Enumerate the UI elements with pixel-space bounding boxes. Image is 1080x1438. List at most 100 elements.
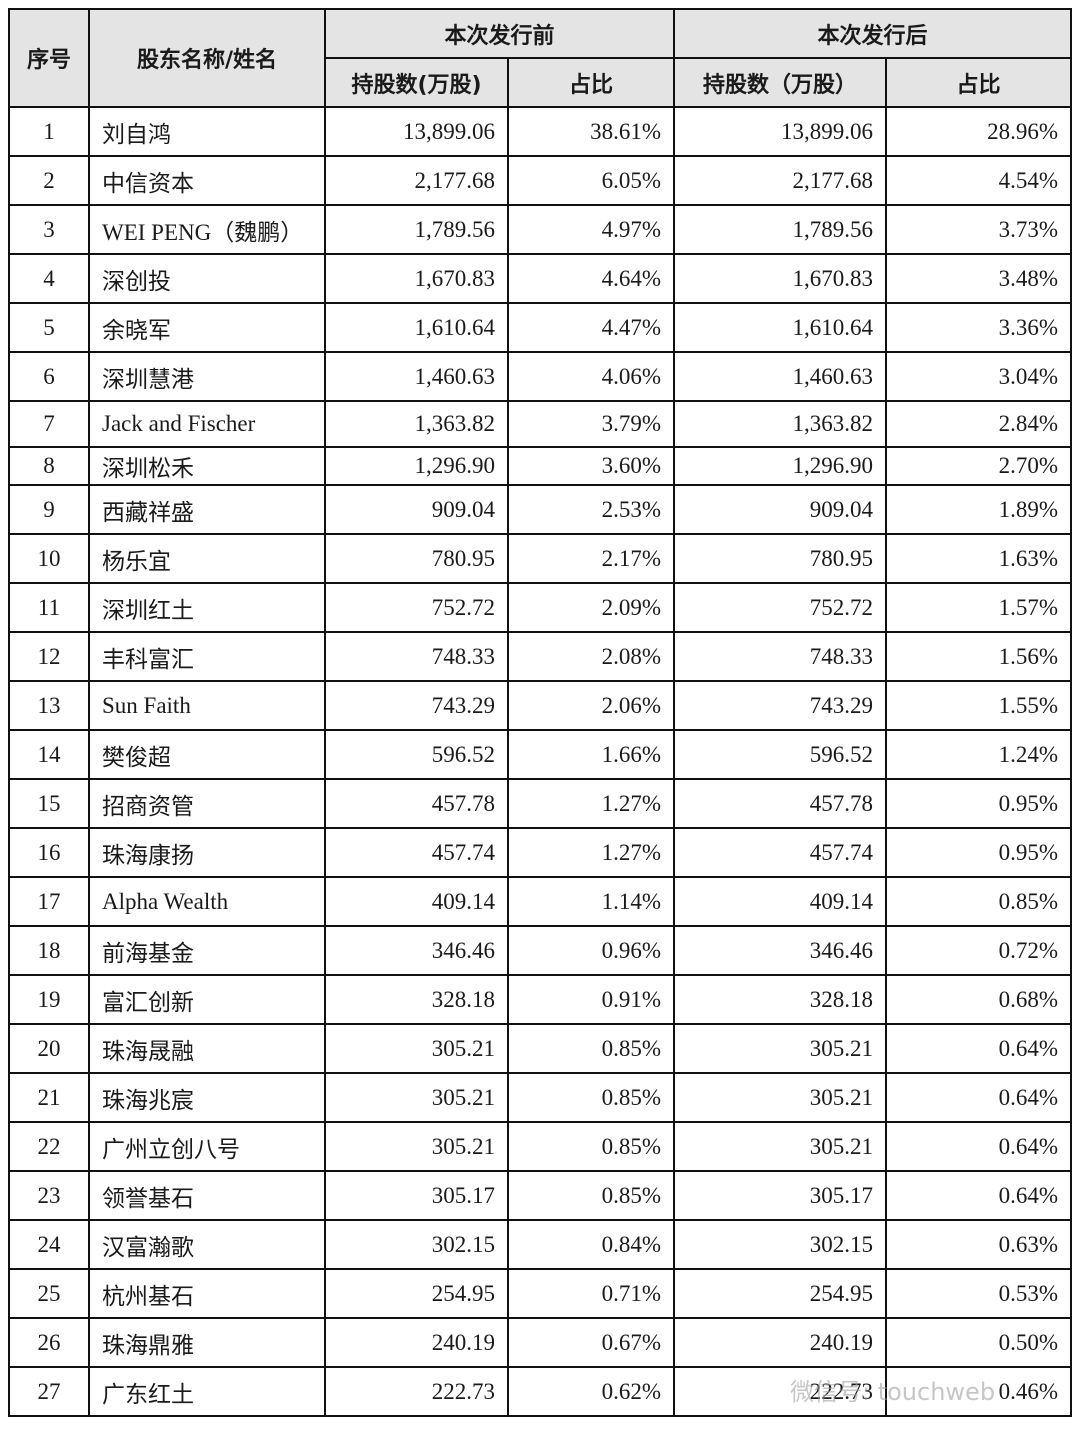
table-row: 8 深圳松禾 1,296.90 3.60% 1,296.90 2.70% <box>8 446 1073 486</box>
cell-name: 珠海兆宸 <box>88 1072 326 1123</box>
cell-shares-before: 743.29 <box>324 680 509 731</box>
cell-name: 珠海鼎雅 <box>88 1317 326 1368</box>
cell-shares-after: 222.73 <box>673 1366 888 1417</box>
cell-name: 领誉基石 <box>88 1170 326 1221</box>
cell-name: 西藏祥盛 <box>88 484 326 535</box>
cell-shares-after: 2,177.68 <box>673 155 888 206</box>
cell-ratio-after: 0.64% <box>885 1072 1073 1123</box>
cell-shares-after: 1,460.63 <box>673 351 888 402</box>
cell-shares-before: 1,670.83 <box>324 253 509 304</box>
cell-no: 26 <box>8 1317 90 1368</box>
cell-no: 4 <box>8 253 90 304</box>
cell-no: 5 <box>8 302 90 353</box>
table-row: 16 珠海康扬 457.74 1.27% 457.74 0.95% <box>8 827 1073 878</box>
cell-ratio-after: 1.56% <box>885 631 1073 682</box>
cell-shares-before: 254.95 <box>324 1268 509 1319</box>
table-row: 14 樊俊超 596.52 1.66% 596.52 1.24% <box>8 729 1073 780</box>
cell-ratio-after: 1.89% <box>885 484 1073 535</box>
table-row: 9 西藏祥盛 909.04 2.53% 909.04 1.89% <box>8 484 1073 535</box>
cell-no: 9 <box>8 484 90 535</box>
cell-no: 25 <box>8 1268 90 1319</box>
table-row: 6 深圳慧港 1,460.63 4.06% 1,460.63 3.04% <box>8 351 1073 402</box>
cell-name: 樊俊超 <box>88 729 326 780</box>
cell-no: 8 <box>8 446 90 486</box>
cell-no: 17 <box>8 876 90 927</box>
cell-shares-before: 457.74 <box>324 827 509 878</box>
cell-no: 12 <box>8 631 90 682</box>
cell-ratio-before: 1.14% <box>506 876 676 927</box>
cell-no: 22 <box>8 1121 90 1172</box>
table-row: 10 杨乐宜 780.95 2.17% 780.95 1.63% <box>8 533 1073 584</box>
cell-shares-before: 752.72 <box>324 582 509 633</box>
cell-name: 汉富瀚歌 <box>88 1219 326 1270</box>
table-row: 19 富汇创新 328.18 0.91% 328.18 0.68% <box>8 974 1073 1025</box>
cell-ratio-after: 28.96% <box>885 106 1073 157</box>
cell-ratio-after: 1.55% <box>885 680 1073 731</box>
cell-shares-before: 305.21 <box>324 1072 509 1123</box>
table-row: 4 深创投 1,670.83 4.64% 1,670.83 3.48% <box>8 253 1073 304</box>
cell-ratio-before: 2.06% <box>506 680 676 731</box>
cell-shares-after: 302.15 <box>673 1219 888 1270</box>
cell-ratio-after: 0.63% <box>885 1219 1073 1270</box>
cell-name: 珠海康扬 <box>88 827 326 878</box>
cell-shares-before: 1,296.90 <box>324 446 509 486</box>
cell-shares-before: 1,460.63 <box>324 351 509 402</box>
cell-shares-after: 254.95 <box>673 1268 888 1319</box>
cell-shares-after: 457.78 <box>673 778 888 829</box>
cell-name: 杭州基石 <box>88 1268 326 1319</box>
cell-no: 20 <box>8 1023 90 1074</box>
cell-name: 深圳松禾 <box>88 446 326 486</box>
shareholder-table: 序号 股东名称/姓名 本次发行前 本次发行后 持股数(万股) 占比 持股数（万股… <box>8 8 1073 1417</box>
cell-ratio-after: 0.64% <box>885 1023 1073 1074</box>
cell-shares-after: 743.29 <box>673 680 888 731</box>
cell-shares-after: 1,363.82 <box>673 400 888 448</box>
cell-ratio-after: 1.57% <box>885 582 1073 633</box>
cell-name: 余晓军 <box>88 302 326 353</box>
cell-ratio-after: 0.64% <box>885 1121 1073 1172</box>
cell-ratio-before: 0.96% <box>506 925 676 976</box>
cell-shares-before: 596.52 <box>324 729 509 780</box>
cell-shares-after: 305.21 <box>673 1072 888 1123</box>
cell-name: WEI PENG（魏鹏） <box>88 204 326 255</box>
header-after: 本次发行后 <box>673 8 1073 59</box>
table-row: 1 刘自鸿 13,899.06 38.61% 13,899.06 28.96% <box>8 106 1073 157</box>
cell-no: 7 <box>8 400 90 448</box>
cell-no: 27 <box>8 1366 90 1417</box>
cell-shares-after: 780.95 <box>673 533 888 584</box>
cell-no: 23 <box>8 1170 90 1221</box>
cell-no: 21 <box>8 1072 90 1123</box>
cell-shares-before: 305.21 <box>324 1023 509 1074</box>
cell-ratio-before: 2.53% <box>506 484 676 535</box>
cell-ratio-after: 0.64% <box>885 1170 1073 1221</box>
cell-shares-before: 409.14 <box>324 876 509 927</box>
cell-no: 24 <box>8 1219 90 1270</box>
cell-no: 6 <box>8 351 90 402</box>
cell-name: 丰科富汇 <box>88 631 326 682</box>
header-name: 股东名称/姓名 <box>88 8 326 108</box>
cell-shares-before: 780.95 <box>324 533 509 584</box>
cell-shares-before: 2,177.68 <box>324 155 509 206</box>
cell-shares-after: 596.52 <box>673 729 888 780</box>
cell-shares-after: 305.21 <box>673 1121 888 1172</box>
cell-ratio-before: 3.60% <box>506 446 676 486</box>
cell-name: 深圳慧港 <box>88 351 326 402</box>
cell-ratio-before: 4.64% <box>506 253 676 304</box>
table-row: 24 汉富瀚歌 302.15 0.84% 302.15 0.63% <box>8 1219 1073 1270</box>
cell-ratio-before: 0.67% <box>506 1317 676 1368</box>
cell-ratio-before: 1.27% <box>506 827 676 878</box>
cell-shares-after: 346.46 <box>673 925 888 976</box>
cell-ratio-before: 6.05% <box>506 155 676 206</box>
cell-no: 13 <box>8 680 90 731</box>
cell-shares-after: 409.14 <box>673 876 888 927</box>
cell-ratio-before: 4.97% <box>506 204 676 255</box>
cell-name: 前海基金 <box>88 925 326 976</box>
cell-ratio-before: 0.62% <box>506 1366 676 1417</box>
cell-shares-before: 302.15 <box>324 1219 509 1270</box>
cell-name: 广州立创八号 <box>88 1121 326 1172</box>
table-row: 18 前海基金 346.46 0.96% 346.46 0.72% <box>8 925 1073 976</box>
cell-shares-before: 457.78 <box>324 778 509 829</box>
table-row: 27 广东红土 222.73 0.62% 222.73 0.46% <box>8 1366 1073 1417</box>
cell-no: 10 <box>8 533 90 584</box>
cell-ratio-before: 4.47% <box>506 302 676 353</box>
cell-ratio-after: 2.70% <box>885 446 1073 486</box>
